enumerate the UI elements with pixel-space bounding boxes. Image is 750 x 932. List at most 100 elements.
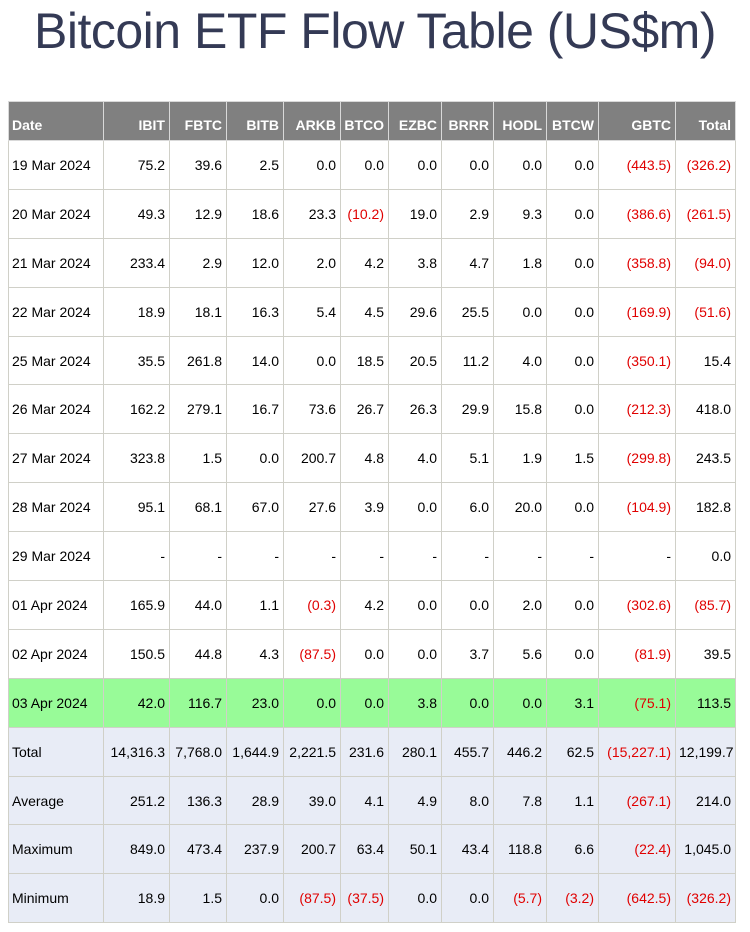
row-label: 20 Mar 2024 xyxy=(8,188,104,239)
table-cell: 16.3 xyxy=(226,286,284,337)
table-cell: 0.0 xyxy=(546,286,599,337)
row-label: Minimum xyxy=(8,873,104,924)
table-cell: 0.0 xyxy=(546,237,599,288)
table-cell: 16.7 xyxy=(226,384,284,435)
table-cell: (37.5) xyxy=(340,873,389,924)
table-cell: 323.8 xyxy=(103,433,170,484)
table-cell: (10.2) xyxy=(340,188,389,239)
table-cell: 243.5 xyxy=(675,433,736,484)
table-cell: 35.5 xyxy=(103,335,170,386)
table-cell: 1.5 xyxy=(546,433,599,484)
table-cell: (358.8) xyxy=(598,237,676,288)
table-cell: (75.1) xyxy=(598,677,676,728)
table-cell: (94.0) xyxy=(675,237,736,288)
table-cell: (81.9) xyxy=(598,628,676,679)
table-cell: 11.2 xyxy=(441,335,494,386)
table-cell: 0.0 xyxy=(388,482,442,533)
table-cell: 0.0 xyxy=(546,188,599,239)
table-cell: 118.8 xyxy=(493,824,547,875)
table-cell: 446.2 xyxy=(493,726,547,777)
row-label: 22 Mar 2024 xyxy=(8,286,104,337)
row-label: 27 Mar 2024 xyxy=(8,433,104,484)
row-label: 02 Apr 2024 xyxy=(8,628,104,679)
table-cell: (326.2) xyxy=(675,873,736,924)
table-cell: 4.9 xyxy=(388,775,442,826)
table-cell: 455.7 xyxy=(441,726,494,777)
table-cell: 39.0 xyxy=(283,775,341,826)
table-cell: 67.0 xyxy=(226,482,284,533)
summary-row: Total 14,316.3 7,768.0 1,644.9 2,221.5 231.6 2… xyxy=(8,726,736,777)
table-cell: 279.1 xyxy=(169,384,227,435)
table-cell: 4.7 xyxy=(441,237,494,288)
table-cell: 214.0 xyxy=(675,775,736,826)
table-row: 27 Mar 2024 323.8 1.5 0.0 200.7 4.8 4.0 5.1 1.9 1… xyxy=(8,433,736,484)
table-cell: 18.5 xyxy=(340,335,389,386)
table-cell: 5.4 xyxy=(283,286,341,337)
table-row: 22 Mar 2024 18.9 18.1 16.3 5.4 4.5 29.6 25.5 0.0… xyxy=(8,286,736,337)
table-cell: 15.8 xyxy=(493,384,547,435)
table-cell: 2.9 xyxy=(441,188,494,239)
table-cell: 18.9 xyxy=(103,286,170,337)
table-cell: 0.0 xyxy=(283,140,341,190)
table-cell: 200.7 xyxy=(283,824,341,875)
table-row: 20 Mar 2024 49.3 12.9 18.6 23.3 (10.2) 19.0 2.9… xyxy=(8,188,736,239)
table-cell: 1.1 xyxy=(546,775,599,826)
table-cell: (15,227.1) xyxy=(598,726,676,777)
table-cell: (261.5) xyxy=(675,188,736,239)
table-cell: 15.4 xyxy=(675,335,736,386)
table-cell: 7.8 xyxy=(493,775,547,826)
table-cell: 0.0 xyxy=(546,140,599,190)
table-cell: 113.5 xyxy=(675,677,736,728)
table-cell: 23.3 xyxy=(283,188,341,239)
summary-row: Average 251.2 136.3 28.9 39.0 4.1 4.9 8.0 7.8 1.1… xyxy=(8,775,736,826)
table-cell: 182.8 xyxy=(675,482,736,533)
table-cell: 233.4 xyxy=(103,237,170,288)
table-cell: (87.5) xyxy=(283,628,341,679)
column-header-ezbc: EZBC xyxy=(388,101,442,141)
column-header-hodl: HODL xyxy=(493,101,547,141)
table-cell: 0.0 xyxy=(441,873,494,924)
table-cell: (443.5) xyxy=(598,140,676,190)
table-cell: 1.1 xyxy=(226,580,284,630)
table-cell: 44.0 xyxy=(169,580,227,630)
table-cell: 0.0 xyxy=(283,335,341,386)
table-cell: 2.5 xyxy=(226,140,284,190)
table-cell: (22.4) xyxy=(598,824,676,875)
table-cell: 0.0 xyxy=(388,873,442,924)
table-cell: 473.4 xyxy=(169,824,227,875)
table-cell: 0.0 xyxy=(493,677,547,728)
table-cell: 6.0 xyxy=(441,482,494,533)
table-cell: 1.8 xyxy=(493,237,547,288)
table-cell: 0.0 xyxy=(388,628,442,679)
table-cell: 50.1 xyxy=(388,824,442,875)
column-header-btcw: BTCW xyxy=(546,101,599,141)
table-cell: 136.3 xyxy=(169,775,227,826)
table-row: 26 Mar 2024 162.2 279.1 16.7 73.6 26.7 26.3 29.… xyxy=(8,384,736,435)
table-cell: 0.0 xyxy=(388,580,442,630)
table-row: 25 Mar 2024 35.5 261.8 14.0 0.0 18.5 20.5 11.2 4… xyxy=(8,335,736,386)
summary-row: Minimum 18.9 1.5 0.0 (87.5) (37.5) 0.0 0.0 (5.7)… xyxy=(8,873,736,924)
row-label: Maximum xyxy=(8,824,104,875)
table-cell: - xyxy=(493,531,547,582)
table-body: 19 Mar 2024 75.2 39.6 2.5 0.0 0.0 0.0 0.0 0.0 0.0… xyxy=(8,140,736,924)
table-cell: 29.6 xyxy=(388,286,442,337)
table-row: 02 Apr 2024 150.5 44.8 4.3 (87.5) 0.0 0.0 3.7 5.… xyxy=(8,628,736,679)
table-cell: 2.0 xyxy=(493,580,547,630)
table-cell: 68.1 xyxy=(169,482,227,533)
table-cell: 18.6 xyxy=(226,188,284,239)
table-cell: 29.9 xyxy=(441,384,494,435)
table-cell: (3.2) xyxy=(546,873,599,924)
table-cell: 12.9 xyxy=(169,188,227,239)
table-row: 29 Mar 2024- - - - - - - - - -0.0 xyxy=(8,531,736,582)
table-cell: 0.0 xyxy=(546,335,599,386)
table-cell: (326.2) xyxy=(675,140,736,190)
table-cell: 3.9 xyxy=(340,482,389,533)
table-cell: 7,768.0 xyxy=(169,726,227,777)
table-cell: - xyxy=(103,531,170,582)
table-cell: 26.7 xyxy=(340,384,389,435)
table-cell: 1,644.9 xyxy=(226,726,284,777)
table-cell: 3.7 xyxy=(441,628,494,679)
table-cell: 44.8 xyxy=(169,628,227,679)
table-cell: (51.6) xyxy=(675,286,736,337)
table-cell: 3.1 xyxy=(546,677,599,728)
